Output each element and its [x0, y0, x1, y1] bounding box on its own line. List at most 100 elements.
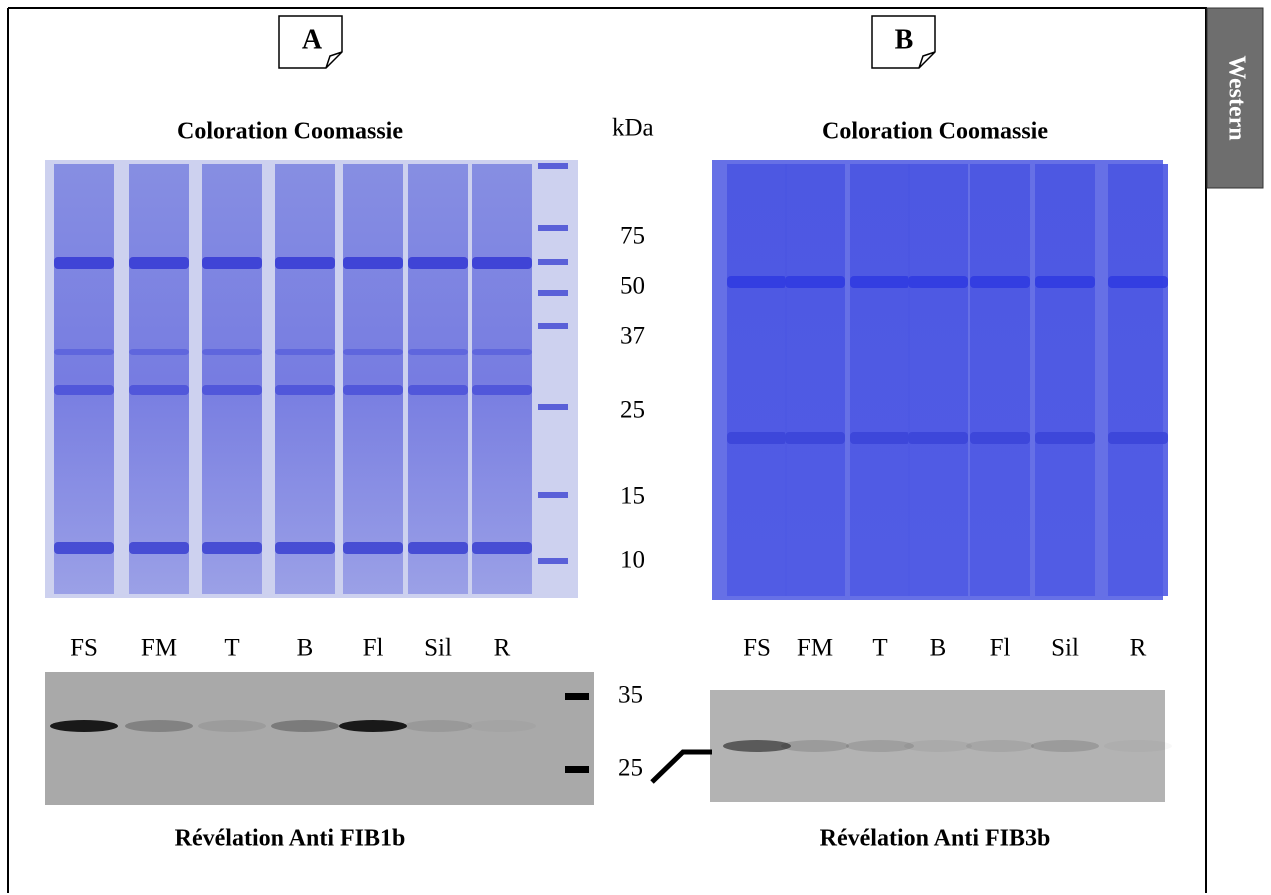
western-band — [966, 740, 1034, 752]
lane-label: R — [1130, 635, 1147, 662]
gel-band — [408, 385, 468, 395]
gel-lane — [970, 164, 1030, 596]
gel-title: Coloration Coomassie — [177, 119, 403, 145]
western-band — [723, 740, 791, 752]
ladder-band — [538, 492, 568, 498]
gel-band — [1108, 432, 1168, 444]
frame — [7, 7, 1207, 893]
gel-band — [785, 432, 845, 444]
ladder-band — [538, 259, 568, 265]
western-blot — [45, 672, 594, 805]
marker-dash — [565, 693, 589, 700]
gel-lane — [1108, 164, 1168, 596]
gel-band — [202, 349, 262, 355]
marker-label: 50 — [620, 273, 645, 300]
panel-label-box — [871, 15, 936, 69]
tab-label: Western — [1223, 55, 1249, 140]
gel-lane — [908, 164, 968, 596]
gel-lane — [727, 164, 787, 596]
lane-label: Fl — [990, 635, 1011, 662]
lane-label: B — [297, 635, 314, 662]
western-caption: Révélation Anti FIB3b — [820, 826, 1051, 852]
gel-band — [202, 385, 262, 395]
gel-band — [472, 385, 532, 395]
western-band — [846, 740, 914, 752]
lane-label: Fl — [363, 635, 384, 662]
gel-lane — [343, 164, 403, 594]
lane-label: FM — [141, 635, 177, 662]
panel-label-box — [278, 15, 343, 69]
gel-band — [343, 257, 403, 269]
gel-band — [908, 432, 968, 444]
gel-band — [129, 385, 189, 395]
gel-band — [275, 542, 335, 554]
marker-unit: kDa — [612, 115, 654, 142]
gel-band — [408, 349, 468, 355]
marker-label: 75 — [620, 223, 645, 250]
ladder-band — [538, 163, 568, 169]
gel-band — [54, 349, 114, 355]
marker-label: 25 — [618, 755, 643, 782]
gel-band — [1035, 432, 1095, 444]
gel-band — [343, 349, 403, 355]
ladder-band — [538, 225, 568, 231]
western-band — [198, 720, 266, 732]
gel-lane — [472, 164, 532, 594]
gel-band — [850, 276, 910, 288]
gel-band — [343, 385, 403, 395]
gel-band — [275, 385, 335, 395]
gel-band — [408, 542, 468, 554]
panel-label: B — [895, 24, 914, 55]
lane-label: T — [224, 635, 239, 662]
marker-label: 35 — [618, 682, 643, 709]
gel-lane — [54, 164, 114, 594]
gel-band — [54, 257, 114, 269]
marker-dash — [565, 766, 589, 773]
gel-band — [908, 276, 968, 288]
gel-band — [472, 349, 532, 355]
ladder-band — [538, 558, 568, 564]
lane-label: FS — [70, 635, 98, 662]
lane-label: Sil — [1051, 635, 1079, 662]
western-band — [271, 720, 339, 732]
lane-label: T — [872, 635, 887, 662]
gel-band — [1035, 276, 1095, 288]
gel-band — [275, 349, 335, 355]
gel-title: Coloration Coomassie — [822, 119, 1048, 145]
gel-band — [1108, 276, 1168, 288]
gel-band — [54, 385, 114, 395]
gel-band — [850, 432, 910, 444]
gel-lane — [1035, 164, 1095, 596]
western-band — [339, 720, 407, 732]
western-band — [904, 740, 972, 752]
gel-band — [970, 276, 1030, 288]
marker-pointer — [650, 749, 712, 784]
marker-label: 25 — [620, 397, 645, 424]
side-tab — [1206, 7, 1264, 189]
gel-lane — [785, 164, 845, 596]
gel-lane — [202, 164, 262, 594]
western-caption: Révélation Anti FIB1b — [175, 826, 406, 852]
marker-label: 10 — [620, 547, 645, 574]
western-band — [1104, 740, 1172, 752]
gel-lane — [129, 164, 189, 594]
lane-label: B — [930, 635, 947, 662]
panel-label: A — [302, 24, 323, 55]
gel-lane — [408, 164, 468, 594]
gel-band — [129, 542, 189, 554]
gel-lane — [275, 164, 335, 594]
western-band — [404, 720, 472, 732]
gel-band — [202, 542, 262, 554]
western-band — [781, 740, 849, 752]
gel-band — [129, 257, 189, 269]
gel-band — [408, 257, 468, 269]
gel-band — [54, 542, 114, 554]
western-band — [50, 720, 118, 732]
gel-band — [129, 349, 189, 355]
gel-band — [727, 276, 787, 288]
western-band — [1031, 740, 1099, 752]
gel-lane — [850, 164, 910, 596]
gel-band — [275, 257, 335, 269]
lane-label: Sil — [424, 635, 452, 662]
ladder-band — [538, 323, 568, 329]
